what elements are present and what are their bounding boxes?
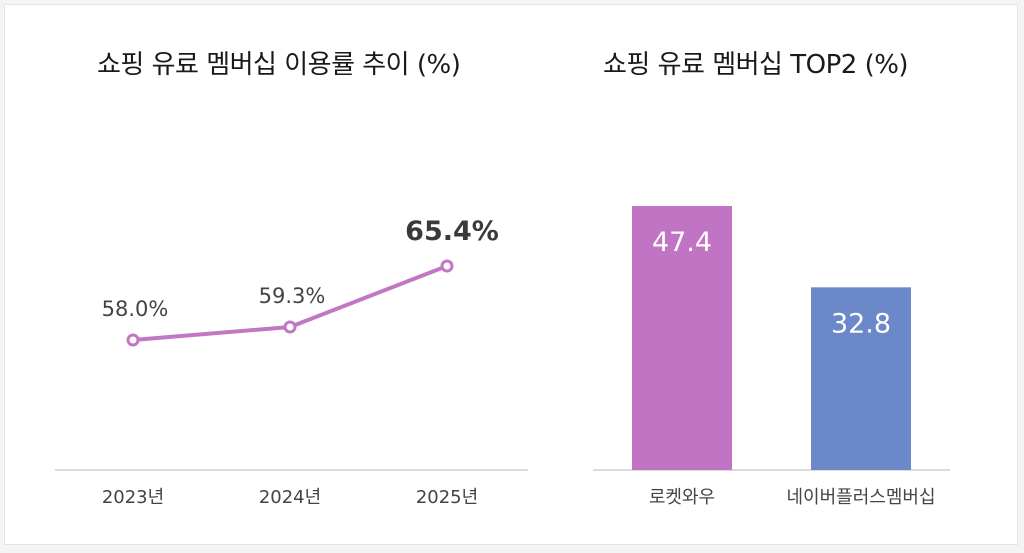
- bar-x-tick-label-1: 네이버플러스멤버십: [786, 487, 935, 508]
- line-x-tick-label-2: 2025년: [416, 487, 478, 508]
- line-point-1: [283, 320, 297, 334]
- line-data-label-0: 58.0%: [102, 297, 169, 321]
- line-point-2: [440, 259, 454, 273]
- line-point-0: [126, 333, 140, 347]
- bar-1: [811, 287, 911, 470]
- line-chart-title: 쇼핑 유료 멤버십 이용률 추이 (%): [97, 50, 461, 80]
- line-data-label-1: 59.3%: [259, 284, 326, 308]
- bar-x-tick-label-0: 로켓와우: [649, 487, 715, 508]
- bar-0: [632, 206, 732, 470]
- line-x-tick-label-0: 2023년: [102, 487, 164, 508]
- bar-data-label-0: 47.4: [652, 227, 712, 258]
- bar-chart-title: 쇼핑 유료 멤버십 TOP2 (%): [603, 50, 909, 80]
- line-x-tick-label-1: 2024년: [259, 487, 321, 508]
- line-data-label-2: 65.4%: [405, 216, 499, 247]
- bar-data-label-1: 32.8: [831, 308, 891, 339]
